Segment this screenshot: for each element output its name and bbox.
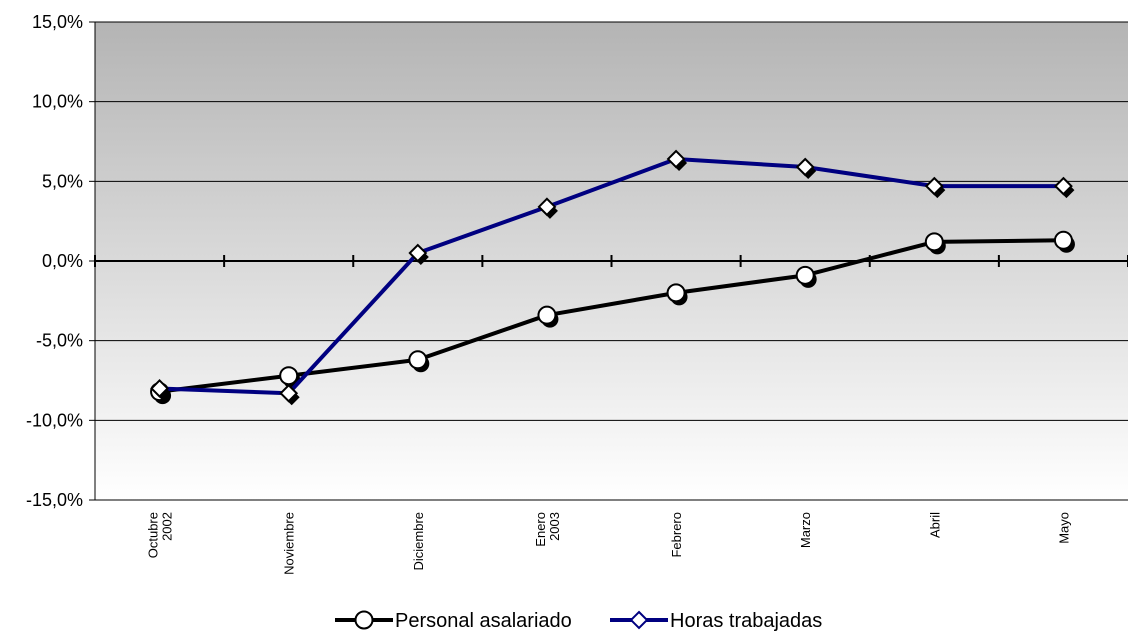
data-point	[629, 610, 649, 630]
x-tick-label: Abril	[927, 512, 942, 538]
x-tick-label: Febrero	[669, 512, 684, 558]
x-tick-label: Octubre2002	[146, 512, 175, 558]
data-point	[279, 383, 299, 403]
series-line	[159, 238, 1064, 394]
data-point	[924, 232, 944, 252]
legend: Personal asalariado Horas trabajadas	[335, 610, 822, 632]
legend-item-1: Personal asalariado	[335, 610, 572, 632]
data-point	[354, 610, 374, 630]
x-tick-label: Noviembre	[282, 512, 297, 575]
series-2	[150, 149, 1075, 406]
data-point	[537, 305, 557, 325]
y-axis: 15,0% 10,0% 5,0% 0,0% -5,0% -10,0% -15,0%	[26, 12, 96, 510]
series-group	[150, 149, 1075, 406]
y-tick-label: -15,0%	[26, 490, 83, 510]
x-tick-label: Diciembre	[411, 512, 426, 571]
y-tick-label: -10,0%	[26, 410, 83, 430]
data-point	[795, 265, 815, 285]
data-point	[666, 149, 686, 169]
data-point	[924, 176, 944, 196]
data-point	[408, 243, 428, 263]
data-point	[150, 379, 169, 398]
legend-label: Horas trabajadas	[670, 610, 822, 632]
legend-item-2: Horas trabajadas	[610, 610, 822, 632]
x-tick-label: Mayo	[1056, 512, 1071, 544]
data-point	[408, 350, 428, 370]
data-point	[537, 197, 557, 217]
y-tick-label: 15,0%	[32, 12, 83, 32]
y-tick-label: 5,0%	[42, 171, 83, 191]
data-point	[666, 283, 686, 303]
data-point	[795, 157, 815, 177]
data-point	[279, 366, 299, 386]
x-tick-label: Marzo	[798, 512, 813, 548]
series-line	[159, 157, 1064, 396]
x-tick-label: Enero2003	[533, 512, 562, 547]
data-point	[1054, 176, 1073, 196]
y-tick-label: 10,0%	[32, 92, 83, 112]
legend-label: Personal asalariado	[395, 610, 572, 632]
y-tick-label: 0,0%	[42, 251, 83, 271]
x-axis: Octubre2002 Noviembre Diciembre Enero2003 Fe…	[94, 255, 1128, 575]
data-point	[1053, 230, 1073, 250]
y-tick-label: -5,0%	[36, 331, 83, 351]
